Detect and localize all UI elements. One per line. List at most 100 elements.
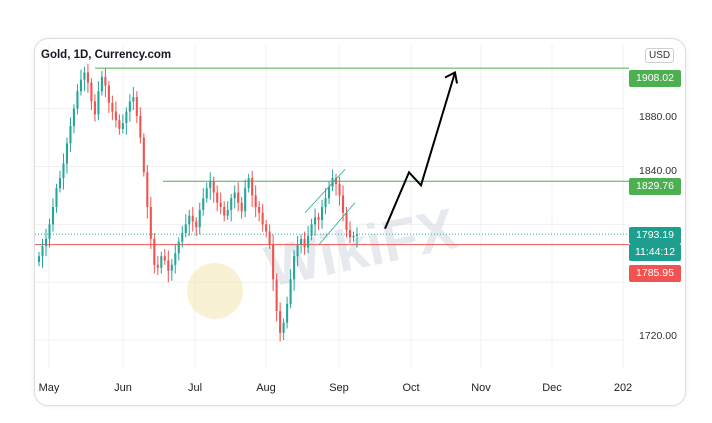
candle-body xyxy=(76,91,79,109)
channel-line-upper xyxy=(304,169,346,214)
currency-label[interactable]: USD xyxy=(645,48,675,63)
candle-body xyxy=(202,198,205,210)
chart-card: WikiFX Gold, 1D, Currency.com USD 1880.0… xyxy=(34,38,686,406)
x-tick-label: Oct xyxy=(402,382,420,394)
candle-body xyxy=(324,198,327,207)
candle-body xyxy=(104,76,107,86)
candle-body xyxy=(48,224,51,239)
x-tick-label: Dec xyxy=(542,382,562,394)
candle-body xyxy=(216,192,219,203)
candle-body xyxy=(107,85,110,103)
candle-body xyxy=(128,101,131,112)
candle-body xyxy=(125,111,128,124)
candle-body xyxy=(58,178,62,189)
candle-body xyxy=(317,217,320,221)
candle-body xyxy=(289,279,292,304)
candle-body xyxy=(226,209,229,216)
candle-body xyxy=(37,256,41,262)
candle-body xyxy=(111,102,114,112)
candle-body xyxy=(97,91,100,115)
x-tick-label: Sep xyxy=(329,382,349,394)
projection-arrow xyxy=(384,72,456,230)
candle-body xyxy=(352,235,355,238)
candle-body xyxy=(184,224,187,234)
candle-body xyxy=(72,108,75,126)
candle-body xyxy=(268,231,271,245)
candle-body xyxy=(205,188,208,199)
candle-body xyxy=(282,322,285,333)
candle-body xyxy=(223,207,226,216)
x-tick-label: Jun xyxy=(114,382,132,394)
candle-body xyxy=(237,192,240,203)
candle-body xyxy=(51,207,55,225)
candle-body xyxy=(153,238,156,265)
candle-body xyxy=(195,221,198,228)
candle-body xyxy=(44,238,48,247)
candle-body xyxy=(338,183,341,196)
candle-body xyxy=(65,143,69,164)
candle-body xyxy=(345,212,348,231)
candle-body xyxy=(83,72,86,80)
price-badge-resistance-1829: 1829.76 xyxy=(629,178,681,195)
candle-body xyxy=(79,79,82,92)
candle-body xyxy=(41,246,44,257)
candle-body xyxy=(334,178,338,184)
candle-body xyxy=(310,224,313,236)
candle-body xyxy=(142,137,145,173)
candle-body xyxy=(181,233,184,242)
candle-body xyxy=(118,120,121,129)
candle-body xyxy=(341,195,345,213)
channel-line-lower xyxy=(318,202,356,245)
candle-body xyxy=(240,202,243,212)
candle-body xyxy=(55,188,58,207)
candle-body xyxy=(121,123,124,129)
candle-body xyxy=(177,241,180,254)
candle-body xyxy=(132,97,135,102)
candle-body xyxy=(135,97,138,116)
price-badge-resistance-1908: 1908.02 xyxy=(629,70,681,87)
candle-body xyxy=(93,101,96,115)
candle-body xyxy=(209,180,212,189)
candle-body xyxy=(279,311,282,333)
candle-body xyxy=(160,256,163,268)
candle-body xyxy=(146,172,149,207)
candle-body xyxy=(149,207,152,239)
x-tick-label: 202 xyxy=(613,382,633,394)
candle-body xyxy=(167,260,170,271)
candle-body xyxy=(286,303,289,323)
candle-body xyxy=(244,188,247,212)
candle-body xyxy=(272,244,275,280)
countdown-badge: 11:44:12 xyxy=(629,244,681,261)
candle-body xyxy=(293,256,296,280)
candle-body xyxy=(258,207,261,213)
candle-body xyxy=(254,195,257,207)
candle-body xyxy=(265,224,268,232)
candle-body xyxy=(86,72,89,83)
candle-body xyxy=(348,230,352,238)
candle-body xyxy=(188,215,191,225)
candle-body xyxy=(275,279,278,312)
candle-body xyxy=(251,178,254,196)
candle-body xyxy=(100,76,103,92)
candle-body xyxy=(156,264,159,268)
y-tick-label: 1880.00 xyxy=(639,111,677,123)
x-tick-label: Jul xyxy=(187,382,203,394)
price-badge-last: 1793.19 xyxy=(629,227,681,244)
candle-body xyxy=(230,198,233,210)
candle-body xyxy=(261,212,264,225)
chart-title: Gold, 1D, Currency.com xyxy=(41,49,172,61)
candle-body xyxy=(307,235,310,248)
price-chart[interactable]: WikiFX xyxy=(35,39,685,405)
candle-body xyxy=(247,178,250,189)
candle-body xyxy=(233,192,236,199)
candle-body xyxy=(174,253,177,265)
candle-body xyxy=(90,82,93,102)
candle-body xyxy=(163,256,166,261)
candle-body xyxy=(327,186,331,199)
candle-body xyxy=(303,238,306,248)
price-badge-support: 1785.95 xyxy=(629,265,681,282)
candle-body xyxy=(321,207,324,221)
projection-arrowhead xyxy=(444,70,458,84)
candle-body xyxy=(219,202,222,207)
candle-body xyxy=(198,209,201,228)
